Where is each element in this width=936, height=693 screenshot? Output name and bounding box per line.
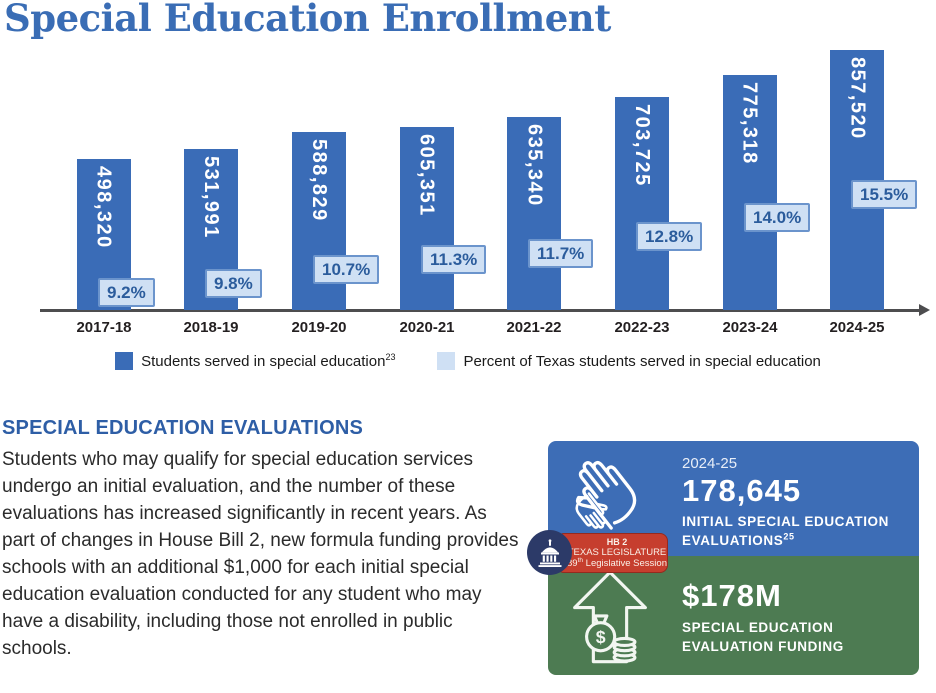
bar-2022-23: 703,725 [615,97,669,310]
legend-swatch-light-blue [437,352,456,370]
capitol-icon [538,538,561,567]
page-title: Special Education Enrollment [4,0,611,40]
bar-value-label: 498,320 [92,166,115,249]
section-heading: SPECIAL EDUCATION EVALUATIONS [2,417,364,439]
legend-item-percent: Percent of Texas students served in spec… [437,352,821,370]
x-axis-arrow-icon [919,304,930,316]
percent-label: 9.8% [205,269,262,298]
footnote-marker: 23 [385,351,396,362]
footnote-marker: 25 [783,531,795,542]
bar-2020-21: 605,351 [399,127,454,310]
chart-legend: Students served in special education23 P… [0,352,936,370]
percent-label: 10.7% [313,255,380,284]
evaluations-year: 2024-25 [682,455,738,472]
arrow-up-money-icon: $ [573,570,647,664]
bar-2019-20: 588,829 [291,132,346,310]
funding-label: SPECIAL EDUCATION EVALUATION FUNDING [682,620,844,654]
hands-icon [564,453,644,537]
bar-value-label: 775,318 [738,82,761,165]
x-axis-line [40,309,921,312]
x-tick-label: 2020-21 [399,319,455,336]
funding-info-card: $ $178M SPECIAL EDUCATION EVALUATION FUN… [548,556,919,675]
evaluations-count: 178,645 [682,473,802,508]
bar-value-label: 605,351 [415,134,438,217]
x-tick-label: 2017-18 [76,319,132,336]
bar-value-label: 703,725 [631,104,653,187]
hb2-legislature-badge: HB 2 TEXAS LEGISLATURE 89th Legislative … [556,533,668,573]
x-tick-label: 2021-22 [506,319,562,336]
funding-amount: $178M [682,578,782,613]
capitol-badge-circle [527,530,572,575]
badge-session-label: 89th Legislative Session [567,556,667,569]
percent-label: 14.0% [744,203,811,232]
x-tick-label: 2023-24 [722,319,778,336]
bar-2023-24: 775,318 [722,75,777,310]
x-tick-label: 2022-23 [614,319,670,336]
legend-swatch-dark-blue [115,352,134,370]
percent-label: 11.7% [528,239,594,268]
badge-legislature-label: TEXAS LEGISLATURE [567,547,667,558]
legend-label-students: Students served in special education23 [141,351,396,370]
bar-value-label: 635,340 [523,124,546,207]
x-tick-label: 2024-25 [829,319,885,336]
enrollment-bar-chart: 498,320 9.2% 2017-18 531,991 9.8% 2018-19 588,… [40,50,930,336]
x-tick-label: 2018-19 [183,319,239,336]
bar-2021-22: 635,340 [507,117,562,310]
percent-label: 11.3% [421,245,487,274]
x-tick-label: 2019-20 [291,319,347,336]
legend-label-percent: Percent of Texas students served in spec… [463,352,821,370]
bar-value-label: 857,520 [846,57,869,140]
percent-label: 12.8% [636,222,703,251]
svg-text:$: $ [596,627,606,647]
badge-bill-number: HB 2 [606,537,628,547]
evaluations-label: INITIAL SPECIAL EDUCATION EVALUATIONS25 [682,514,890,548]
section-body-paragraph: Students who may qualify for special edu… [2,449,519,659]
bar-value-label: 588,829 [307,139,330,222]
evaluations-info-card: 2024-25 178,645 INITIAL SPECIAL EDUCATIO… [548,441,919,556]
evaluations-text: 2024-25 178,645 INITIAL SPECIAL EDUCATIO… [682,441,889,550]
percent-label: 9.2% [98,278,155,307]
bar-value-label: 531,991 [200,156,223,239]
funding-text: $178M SPECIAL EDUCATION EVALUATION FUNDI… [682,556,844,656]
percent-label: 15.5% [851,180,918,209]
legend-item-students: Students served in special education23 [115,352,395,370]
